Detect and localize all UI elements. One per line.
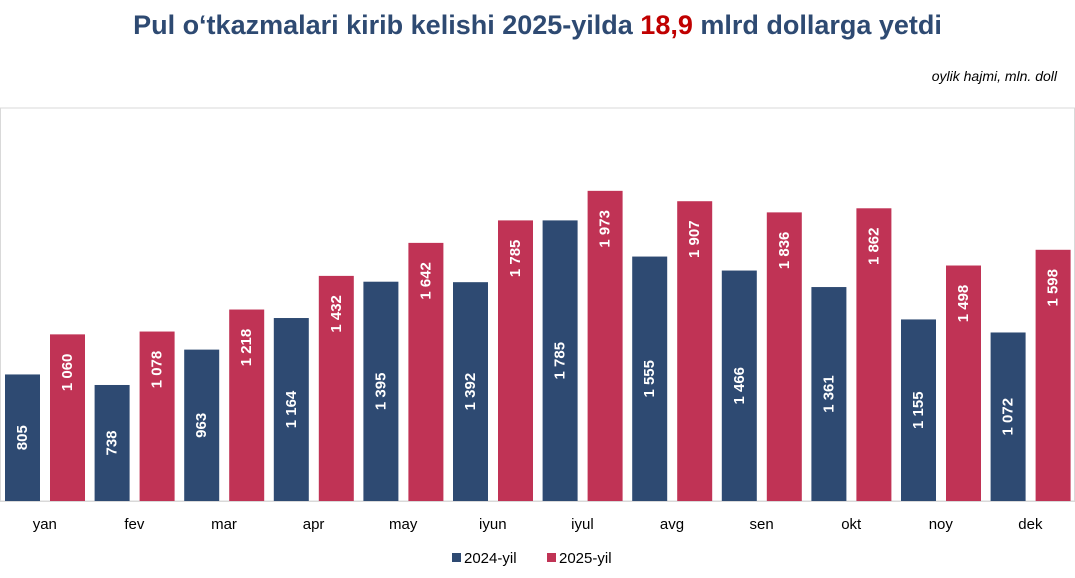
legend-label: 2025-yil (559, 550, 612, 567)
x-tick-label: iyun (479, 516, 507, 533)
bar-2024-yil-sen (721, 270, 757, 501)
bar-2025-yil-yan (50, 334, 85, 501)
data-label: 1 785 (507, 240, 524, 278)
x-tick-label: dek (1018, 516, 1043, 533)
data-label: 1 392 (462, 373, 479, 411)
data-label: 1 555 (641, 360, 658, 398)
data-label: 738 (104, 430, 121, 455)
data-label: 1 907 (686, 220, 703, 258)
data-label: 1 060 (59, 354, 76, 392)
bar-2024-yil-may (363, 281, 399, 501)
data-label: 1 432 (328, 295, 345, 333)
data-label: 963 (193, 413, 210, 438)
data-label: 1 785 (552, 342, 569, 380)
x-tick-label: fev (124, 516, 145, 533)
legend-label: 2024-yil (464, 550, 517, 567)
data-label: 1 078 (149, 351, 166, 389)
data-label: 1 598 (1045, 269, 1062, 307)
chart-title: Pul o‘tkazmalari kirib kelishi 2025-yild… (0, 10, 1075, 41)
data-label: 1 973 (597, 210, 614, 248)
data-label: 1 466 (731, 367, 748, 405)
bar-2024-yil-iyul (542, 220, 578, 501)
x-tick-label: okt (841, 516, 862, 533)
data-label: 1 218 (238, 329, 255, 367)
bar-2025-yil-iyun (498, 220, 533, 501)
title-text: Pul o‘tkazmalari kirib kelishi 2025-yild… (133, 10, 641, 40)
bar-2025-yil-iyul (587, 190, 623, 501)
x-tick-label: iyul (571, 516, 594, 533)
legend-swatch (452, 553, 461, 562)
bar-2025-yil-sen (766, 212, 802, 501)
bar-2025-yil-okt (856, 208, 892, 502)
x-tick-label: may (389, 516, 418, 533)
bar-2025-yil-apr (318, 275, 354, 501)
bar-2024-yil-fev (94, 384, 130, 501)
bar-2025-yil-fev (139, 331, 175, 501)
data-label: 1 164 (283, 390, 300, 428)
x-tick-label: sen (750, 516, 774, 533)
x-tick-label: noy (929, 516, 954, 533)
legend-swatch (547, 553, 556, 562)
bar-2024-yil-yan (5, 374, 40, 501)
x-tick-label: apr (303, 516, 325, 533)
data-label: 1 155 (910, 391, 927, 429)
title-text-end: mlrd dollarga yetdi (692, 10, 942, 40)
x-tick-label: mar (211, 516, 237, 533)
bar-2024-yil-noy (901, 319, 936, 501)
bar-2024-yil-okt (811, 287, 847, 501)
x-tick-label: yan (33, 516, 57, 533)
data-label: 1 862 (865, 228, 882, 266)
data-label: 805 (14, 425, 31, 450)
bar-2024-yil-dek (990, 332, 1026, 501)
data-label: 1 498 (955, 285, 972, 323)
unit-note: oylik hajmi, mln. doll (931, 68, 1057, 84)
bar-2025-yil-mar (229, 309, 265, 501)
bar-2025-yil-noy (946, 265, 981, 501)
bar-2025-yil-avg (677, 201, 713, 501)
bar-2024-yil-avg (632, 256, 668, 501)
bar-2025-yil-dek (1035, 249, 1071, 501)
data-label: 1 836 (776, 232, 793, 270)
bar-2024-yil-iyun (453, 282, 488, 501)
data-label: 1 072 (1000, 398, 1017, 436)
bar-2024-yil-apr (273, 318, 309, 501)
data-label: 1 642 (417, 262, 434, 300)
title-highlight: 18,9 (640, 10, 693, 40)
bar-2024-yil-mar (184, 349, 220, 501)
data-label: 1 395 (372, 373, 389, 411)
bar-2025-yil-may (408, 242, 444, 501)
x-tick-label: avg (660, 516, 684, 533)
data-label: 1 361 (820, 375, 837, 413)
